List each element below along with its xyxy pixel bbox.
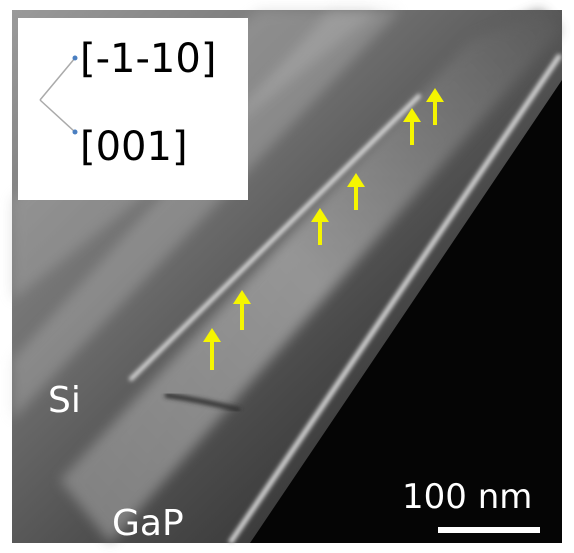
axis-tip [73, 56, 78, 61]
axis-tip [73, 130, 78, 135]
scale-bar-label: 100 nm [402, 477, 532, 517]
direction-label: [-1-10] [80, 36, 216, 82]
direction-label: [001] [80, 124, 188, 170]
micrograph: [-1-10] [001] Si GaP 100 nm [0, 0, 574, 553]
scale-bar [438, 527, 540, 533]
orientation-inset: [-1-10] [001] [18, 18, 248, 200]
region-label: Si [48, 380, 81, 421]
region-label: GaP [112, 503, 184, 544]
